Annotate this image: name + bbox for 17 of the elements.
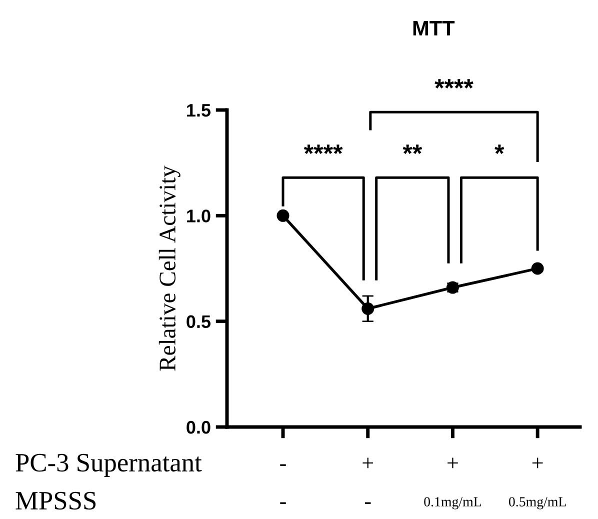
- y-axis-title: Relative Cell Activity: [158, 166, 180, 371]
- text: MPSSS: [16, 492, 96, 510]
- category-label: + 0.1mg/mL: [424, 458, 482, 510]
- annotation: **: [402, 144, 422, 154]
- y-tick-label: 0.0: [186, 420, 210, 434]
- category-label: - -: [280, 464, 286, 504]
- y-tick-label: 0.5: [186, 315, 211, 328]
- annotation: ****: [304, 144, 343, 154]
- point: [276, 209, 290, 222]
- y-tick-label: 1.5: [187, 104, 211, 117]
- chart-title: MTT: [413, 21, 455, 36]
- category-label: + -: [362, 458, 374, 504]
- y-tick-label: 1.0: [187, 210, 210, 222]
- text: PC-3 Supernatant: [16, 454, 202, 477]
- text: ****: [434, 79, 474, 88]
- annotation: *: [494, 144, 504, 154]
- category-label: + 0.5mg/mL: [508, 458, 566, 510]
